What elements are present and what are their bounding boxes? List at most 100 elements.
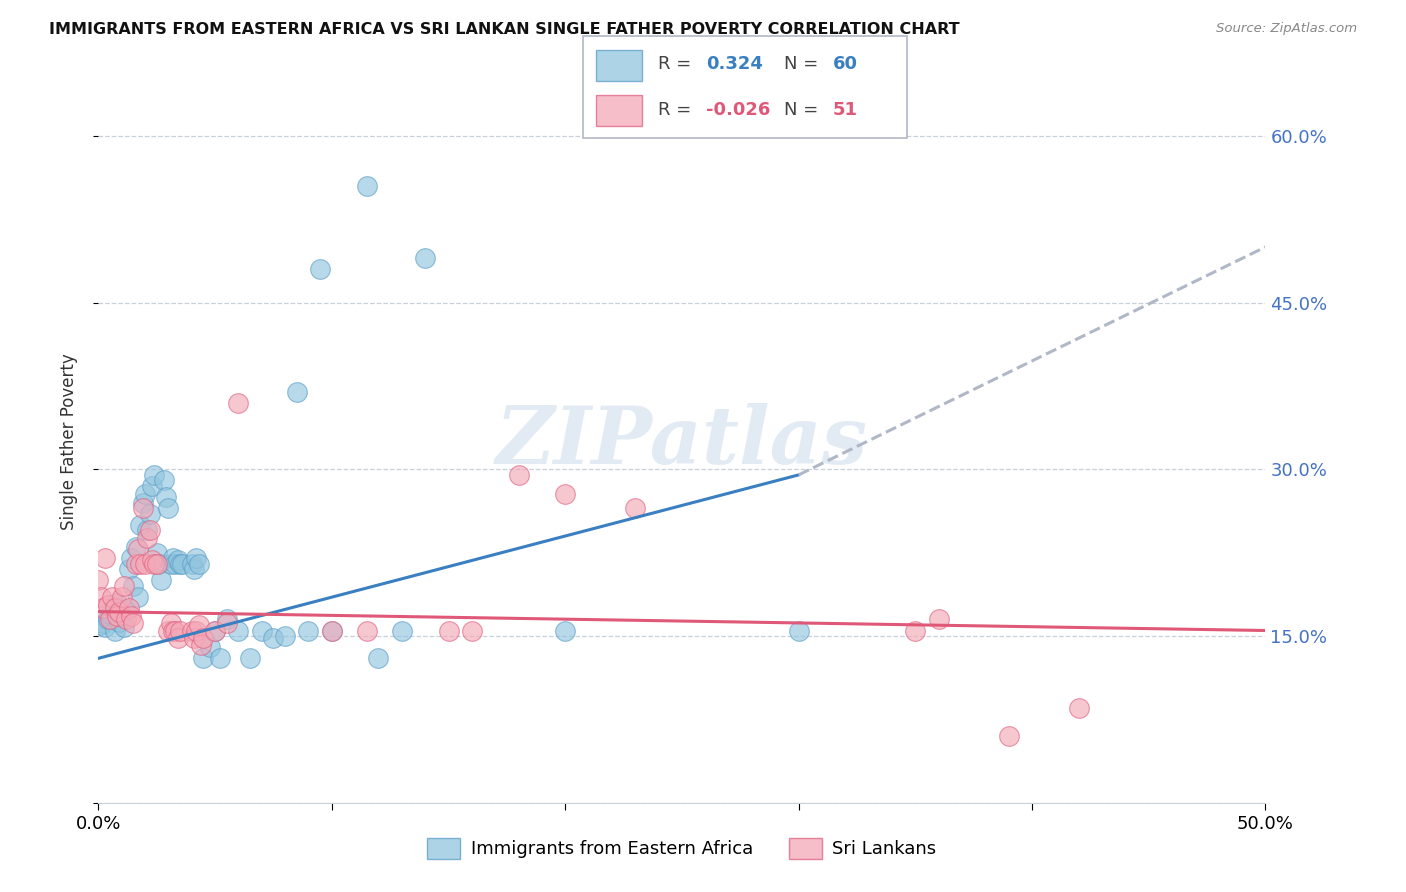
Point: [183, 562, 205, 576]
Text: 0.324: 0.324: [706, 55, 763, 73]
Point: [162, 551, 184, 566]
Point: [91, 615, 114, 630]
Point: [111, 609, 134, 624]
Point: [204, 624, 226, 638]
Point: [104, 601, 127, 615]
Point: [141, 479, 163, 493]
Point: [104, 624, 127, 638]
Point: [98, 612, 121, 626]
Point: [250, 624, 273, 638]
Point: [297, 624, 319, 638]
Point: [262, 632, 284, 646]
Point: [118, 601, 141, 615]
Point: [105, 609, 128, 624]
Point: [165, 557, 187, 571]
Point: [186, 624, 208, 638]
Point: [136, 531, 159, 545]
Bar: [596, 50, 641, 81]
Point: [356, 178, 378, 193]
Point: [508, 467, 530, 482]
Point: [215, 612, 238, 626]
Point: [148, 557, 170, 571]
Point: [120, 551, 142, 566]
Text: 60: 60: [832, 55, 858, 73]
Point: [141, 553, 163, 567]
Point: [274, 629, 297, 643]
Point: [139, 524, 162, 538]
Point: [98, 607, 121, 621]
Point: [321, 624, 343, 638]
Text: N =: N =: [785, 101, 824, 119]
Point: [143, 467, 166, 482]
Point: [134, 557, 156, 571]
Point: [90, 618, 112, 632]
Point: [150, 574, 173, 588]
Point: [108, 615, 131, 629]
Point: [172, 557, 194, 571]
Point: [125, 557, 148, 571]
Bar: [596, 95, 641, 126]
Legend: Immigrants from Eastern Africa, Sri Lankans: Immigrants from Eastern Africa, Sri Lank…: [420, 830, 943, 866]
Point: [309, 262, 332, 277]
Point: [204, 624, 226, 638]
Point: [180, 557, 202, 571]
Point: [155, 490, 177, 504]
Point: [1067, 701, 1090, 715]
Point: [91, 601, 114, 615]
Point: [118, 562, 141, 576]
Text: IMMIGRANTS FROM EASTERN AFRICA VS SRI LANKAN SINGLE FATHER POVERTY CORRELATION C: IMMIGRANTS FROM EASTERN AFRICA VS SRI LA…: [49, 22, 960, 37]
Point: [136, 524, 159, 538]
Point: [139, 507, 162, 521]
Point: [169, 557, 191, 571]
Point: [193, 651, 215, 665]
Point: [94, 620, 117, 634]
FancyBboxPatch shape: [583, 36, 907, 138]
Point: [228, 624, 250, 638]
Point: [215, 615, 238, 630]
Point: [108, 605, 131, 619]
Point: [997, 729, 1019, 743]
Point: [159, 557, 181, 571]
Point: [134, 487, 156, 501]
Point: [132, 501, 155, 516]
Point: [146, 557, 169, 571]
Point: [143, 557, 166, 571]
Point: [166, 553, 188, 567]
Point: [105, 596, 128, 610]
Point: [187, 618, 209, 632]
Point: [112, 620, 135, 634]
Point: [193, 632, 215, 646]
Point: [101, 601, 124, 615]
Point: [200, 640, 222, 655]
Point: [97, 612, 120, 626]
Text: R =: R =: [658, 55, 697, 73]
Point: [437, 624, 460, 638]
Point: [129, 557, 152, 571]
Point: [787, 624, 810, 638]
Point: [120, 609, 142, 624]
Text: ZIPatlas: ZIPatlas: [496, 403, 868, 480]
Point: [208, 651, 231, 665]
Point: [391, 624, 413, 638]
Point: [187, 557, 209, 571]
Point: [321, 624, 343, 638]
Point: [928, 612, 950, 626]
Point: [115, 603, 138, 617]
Point: [461, 624, 484, 638]
Point: [112, 579, 135, 593]
Point: [159, 615, 181, 630]
Point: [228, 395, 250, 409]
Point: [186, 551, 208, 566]
Point: [166, 632, 188, 646]
Point: [101, 590, 124, 604]
Point: [169, 624, 191, 638]
Point: [356, 624, 378, 638]
Point: [129, 517, 152, 532]
Point: [904, 624, 927, 638]
Point: [115, 612, 138, 626]
Text: R =: R =: [658, 101, 697, 119]
Point: [554, 624, 576, 638]
Point: [111, 590, 134, 604]
Point: [122, 579, 145, 593]
Point: [554, 487, 576, 501]
